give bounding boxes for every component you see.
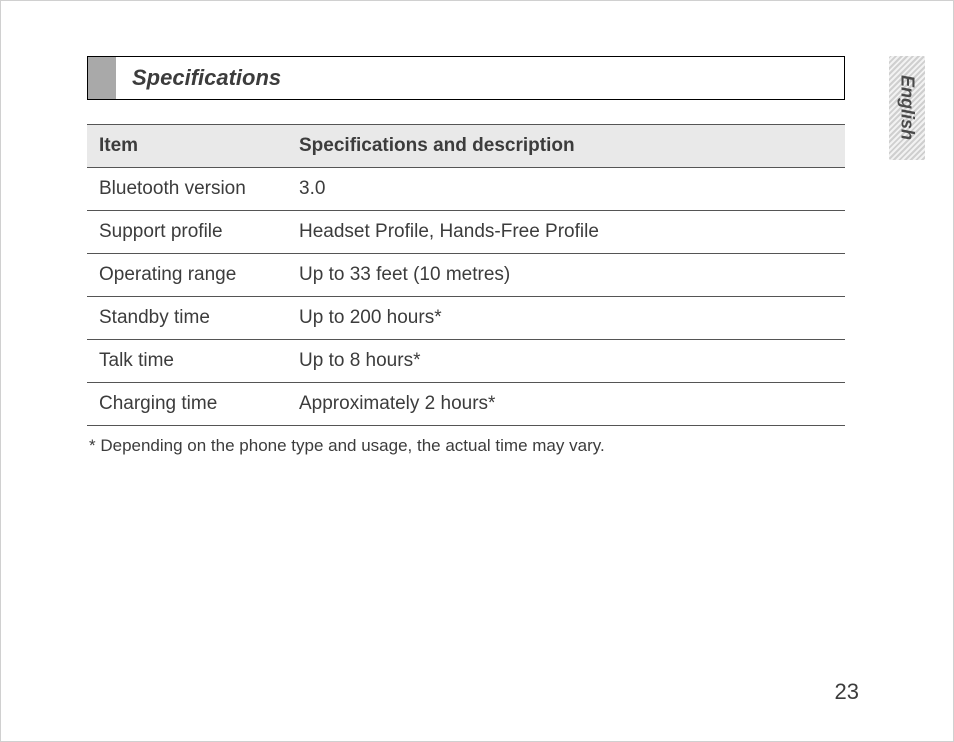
section-title: Specifications	[116, 57, 844, 99]
specifications-table: Item Specifications and description Blue…	[87, 124, 845, 426]
language-tab-label: English	[897, 75, 918, 140]
table-row: Talk time Up to 8 hours*	[87, 340, 845, 383]
table-cell-desc: Up to 33 feet (10 metres)	[287, 254, 845, 297]
language-tab: English	[889, 56, 925, 160]
table-row: Operating range Up to 33 feet (10 metres…	[87, 254, 845, 297]
table-cell-desc: Headset Profile, Hands-Free Profile	[287, 211, 845, 254]
footnote: * Depending on the phone type and usage,…	[87, 436, 845, 456]
table-header-desc: Specifications and description	[287, 125, 845, 168]
table-cell-item: Talk time	[87, 340, 287, 383]
section-header: Specifications	[87, 56, 845, 100]
table-row: Support profile Headset Profile, Hands-F…	[87, 211, 845, 254]
table-row: Standby time Up to 200 hours*	[87, 297, 845, 340]
table-cell-desc: Up to 8 hours*	[287, 340, 845, 383]
table-cell-desc: 3.0	[287, 168, 845, 211]
table-cell-desc: Up to 200 hours*	[287, 297, 845, 340]
table-row: Bluetooth version 3.0	[87, 168, 845, 211]
table-cell-item: Bluetooth version	[87, 168, 287, 211]
table-row: Charging time Approximately 2 hours*	[87, 383, 845, 426]
table-header-item: Item	[87, 125, 287, 168]
table-cell-desc: Approximately 2 hours*	[287, 383, 845, 426]
table-cell-item: Charging time	[87, 383, 287, 426]
table-cell-item: Operating range	[87, 254, 287, 297]
table-header-row: Item Specifications and description	[87, 125, 845, 168]
table-cell-item: Standby time	[87, 297, 287, 340]
table-cell-item: Support profile	[87, 211, 287, 254]
page-number: 23	[835, 679, 859, 705]
section-accent-block	[88, 57, 116, 99]
